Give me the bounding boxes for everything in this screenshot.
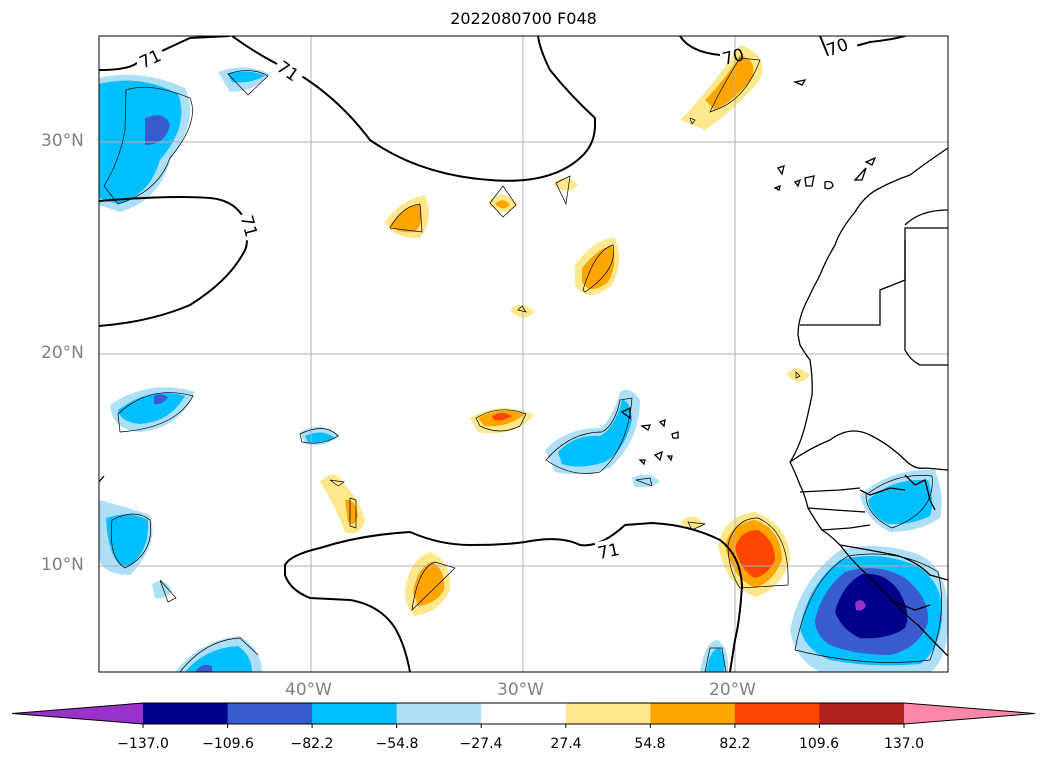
colorbar-segment [565, 703, 651, 724]
colorbar-segment [734, 703, 820, 724]
colorbar-segment [481, 703, 567, 724]
lat-label: 20°N [41, 343, 84, 363]
lon-label: 40°W [285, 680, 332, 700]
colorbar-tick-label: 82.2 [719, 736, 751, 752]
contour-label-group: 71 71 71 70 70 71 [132, 36, 859, 564]
colorbar-tick-label: −137.0 [117, 736, 169, 752]
colorbar-tick-label: 109.6 [798, 736, 840, 752]
lon-label: 30°W [497, 680, 544, 700]
colorbar-extend-low [12, 703, 143, 724]
thin-contours [103, 57, 942, 672]
map-gridlines [99, 36, 948, 672]
colorbar [11, 702, 1036, 728]
map-title: 2022080700 F048 [450, 9, 597, 28]
colorbar-tick-label: −54.8 [375, 736, 419, 752]
lat-label: 30°N [41, 131, 84, 151]
coastlines [99, 79, 948, 657]
colorbar-tick-label: 137.0 [883, 736, 925, 752]
anomaly-field [99, 45, 948, 672]
colorbar-extend-high [904, 703, 1035, 724]
colorbar-segment [396, 703, 482, 724]
colorbar-segment [227, 703, 313, 724]
contour-label: 71 [596, 540, 621, 564]
colorbar-segment [819, 703, 905, 724]
colorbar-tick-label: 27.4 [550, 736, 582, 752]
colorbar-segment [650, 703, 736, 724]
colorbar-tick-label: −27.4 [459, 736, 503, 752]
lon-label: 20°W [709, 680, 756, 700]
colorbar-segment [312, 703, 398, 724]
map-plot-area: 71 71 71 70 70 71 [99, 36, 948, 672]
lat-label: 10°N [41, 555, 84, 575]
colorbar-tick-label: −109.6 [202, 736, 254, 752]
colorbar-tick-label: −82.2 [290, 736, 334, 752]
colorbar-segment [143, 703, 229, 724]
colorbar-tick-label: 54.8 [634, 736, 666, 752]
map-frame [98, 35, 949, 673]
